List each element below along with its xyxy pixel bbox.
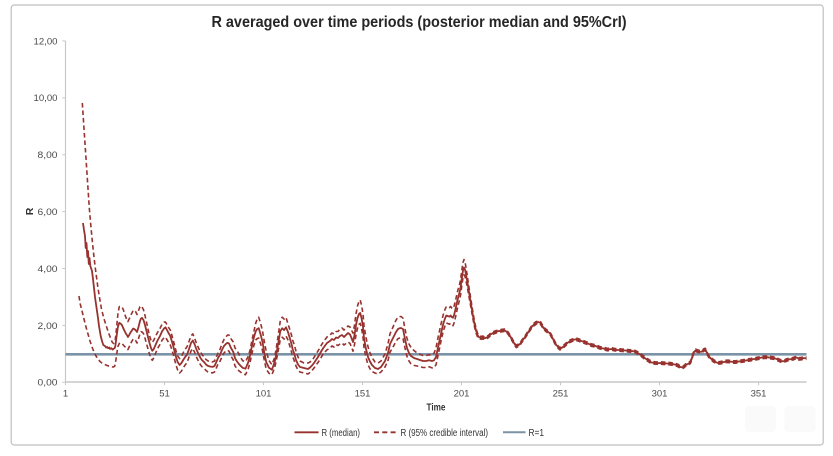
svg-text:251: 251: [553, 389, 569, 400]
svg-text:R (median): R (median): [322, 428, 361, 439]
svg-text:R averaged over time periods (: R averaged over time periods (posterior …: [212, 14, 627, 31]
svg-text:301: 301: [652, 389, 668, 400]
svg-text:201: 201: [454, 389, 470, 400]
svg-text:R=1: R=1: [529, 428, 545, 439]
svg-text:R (95% credible interval): R (95% credible interval): [401, 428, 489, 439]
svg-text:1: 1: [63, 389, 68, 400]
svg-text:351: 351: [751, 389, 767, 400]
svg-text:6,00: 6,00: [38, 207, 58, 218]
svg-text:4,00: 4,00: [38, 264, 58, 275]
svg-text:R: R: [24, 207, 36, 215]
svg-text:10,00: 10,00: [34, 93, 58, 104]
svg-text:51: 51: [159, 389, 170, 400]
svg-text:Time: Time: [427, 402, 446, 414]
svg-text:101: 101: [256, 389, 272, 400]
svg-text:8,00: 8,00: [38, 150, 58, 161]
svg-text:12,00: 12,00: [34, 36, 58, 47]
svg-text:2,00: 2,00: [38, 321, 58, 332]
svg-text:151: 151: [355, 389, 371, 400]
svg-text:0,00: 0,00: [38, 378, 58, 389]
